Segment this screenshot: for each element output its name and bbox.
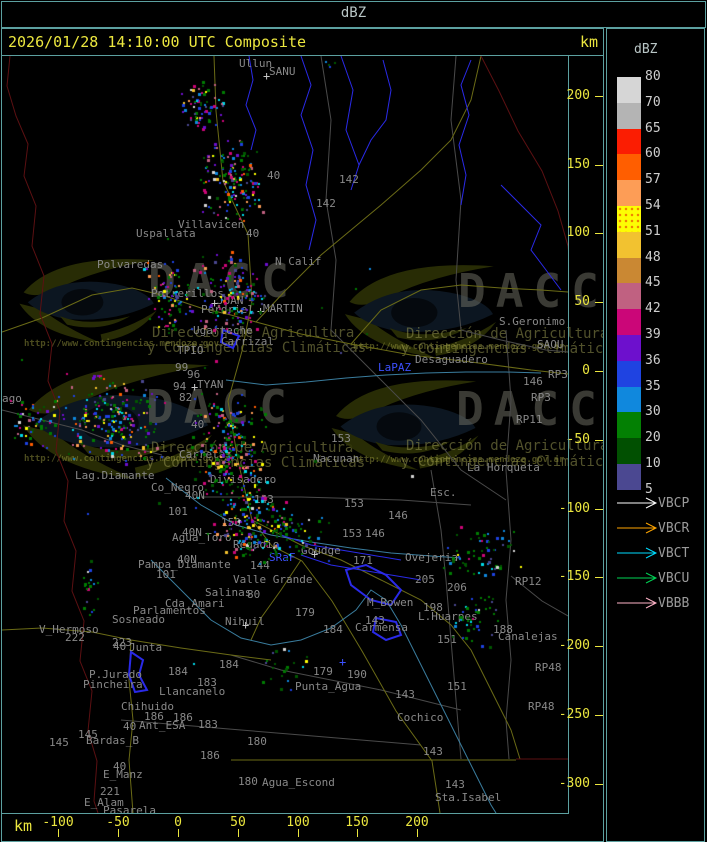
colorbar-value-label: 60 xyxy=(645,146,661,162)
vbct-arrow-icon xyxy=(617,547,658,559)
y-tick-mark xyxy=(595,165,603,166)
colorbar-box xyxy=(617,464,641,490)
vbcu-arrow-icon xyxy=(617,572,658,584)
colorbar-box xyxy=(617,180,641,206)
colorbar-value-label: 5 xyxy=(645,481,653,497)
x-tick-mark xyxy=(298,829,299,837)
colorbar-value-label: 51 xyxy=(645,223,661,239)
x-tick-label: 0 xyxy=(174,815,182,830)
x-tick-label: -50 xyxy=(106,815,130,830)
y-axis-unit-label: km xyxy=(579,33,598,51)
x-tick-mark xyxy=(178,829,179,837)
colorbar-box xyxy=(617,206,641,232)
y-tick-label: 0 xyxy=(582,363,590,378)
colorbar-value-label: 39 xyxy=(645,327,661,342)
x-tick-label: 100 xyxy=(286,815,310,830)
y-tick-mark xyxy=(595,371,603,372)
colorbar-box xyxy=(617,360,641,387)
colorbar-box xyxy=(617,77,641,103)
colorbar-value-label: 20 xyxy=(645,430,661,446)
x-tick-label: 200 xyxy=(405,815,429,830)
colorbar-value-label: 54 xyxy=(645,198,661,213)
y-tick-mark xyxy=(595,784,603,785)
window-title: dBZ xyxy=(340,5,367,21)
y-tick-mark xyxy=(595,715,603,716)
colorbar-value-label: 80 xyxy=(645,69,661,84)
x-tick-mark xyxy=(58,829,59,837)
y-tick-mark xyxy=(595,302,603,303)
colorbar-value-label: 48 xyxy=(645,249,661,265)
x-tick-label: 50 xyxy=(230,815,246,830)
y-tick-label: 100 xyxy=(566,225,590,240)
colorbar-value-label: 65 xyxy=(645,120,661,136)
colorbar-value-label: 42 xyxy=(645,301,661,317)
vbcr-arrow-icon xyxy=(617,522,658,534)
x-axis-unit-label: km xyxy=(14,817,33,835)
colorbar-value-label: 30 xyxy=(645,404,661,420)
y-tick-label: -300 xyxy=(558,776,590,791)
timestamp-label: 2026/01/28 14:10:00 UTC Composite xyxy=(8,33,307,51)
y-tick-mark xyxy=(595,96,603,97)
colorbar-value-label: 45 xyxy=(645,275,661,291)
vector-label: VBCT xyxy=(658,546,690,561)
y-tick-mark xyxy=(595,577,603,578)
y-tick-label: -250 xyxy=(558,707,590,722)
y-tick-label: -50 xyxy=(566,432,590,447)
y-tick-label: 150 xyxy=(566,157,590,172)
colorbar-title: dBZ xyxy=(634,42,658,57)
radar-map: UllunSANU40142142Villavicen40UspallataPo… xyxy=(2,56,568,813)
x-tick-mark xyxy=(118,829,119,837)
vector-label: VBBB xyxy=(658,596,690,611)
colorbar-box xyxy=(617,231,641,258)
vector-label: VBCP xyxy=(658,496,690,511)
vector-label: VBCR xyxy=(658,521,690,536)
colorbar-value-label: 70 xyxy=(645,94,661,110)
colorbar-value-label: 36 xyxy=(645,352,661,368)
x-tick-label: 150 xyxy=(345,815,369,830)
vbcp-arrow-icon xyxy=(617,497,658,509)
colorbar-value-label: 35 xyxy=(645,378,661,394)
colorbar-box xyxy=(617,309,641,335)
colorbar-box xyxy=(617,102,641,129)
y-tick-label: -100 xyxy=(558,501,590,516)
colorbar-box xyxy=(617,438,641,464)
y-tick-label: 50 xyxy=(574,294,590,309)
colorbar-box xyxy=(617,128,641,155)
y-tick-mark xyxy=(595,233,603,234)
y-tick-mark xyxy=(595,440,603,441)
title-bar xyxy=(1,1,706,28)
colorbar-box xyxy=(617,283,641,310)
colorbar-box xyxy=(617,335,641,361)
x-tick-label: -100 xyxy=(42,815,74,830)
y-tick-label: -200 xyxy=(558,638,590,653)
y-tick-mark xyxy=(595,646,603,647)
colorbar-value-label: 10 xyxy=(645,456,661,471)
colorbar-box xyxy=(617,257,641,284)
y-tick-label: 200 xyxy=(566,88,590,103)
y-tick-mark xyxy=(595,509,603,510)
x-tick-mark xyxy=(357,829,358,837)
colorbar-box xyxy=(617,154,641,181)
vector-label: VBCU xyxy=(658,571,690,586)
vbbb-arrow-icon xyxy=(617,597,658,609)
colorbar-box xyxy=(617,386,641,413)
y-tick-label: -150 xyxy=(558,569,590,584)
x-tick-mark xyxy=(417,829,418,837)
map-frame xyxy=(1,55,569,814)
radar-echoes-canvas xyxy=(2,56,568,813)
colorbar-box xyxy=(617,412,641,439)
x-tick-mark xyxy=(238,829,239,837)
colorbar-value-label: 57 xyxy=(645,172,661,188)
